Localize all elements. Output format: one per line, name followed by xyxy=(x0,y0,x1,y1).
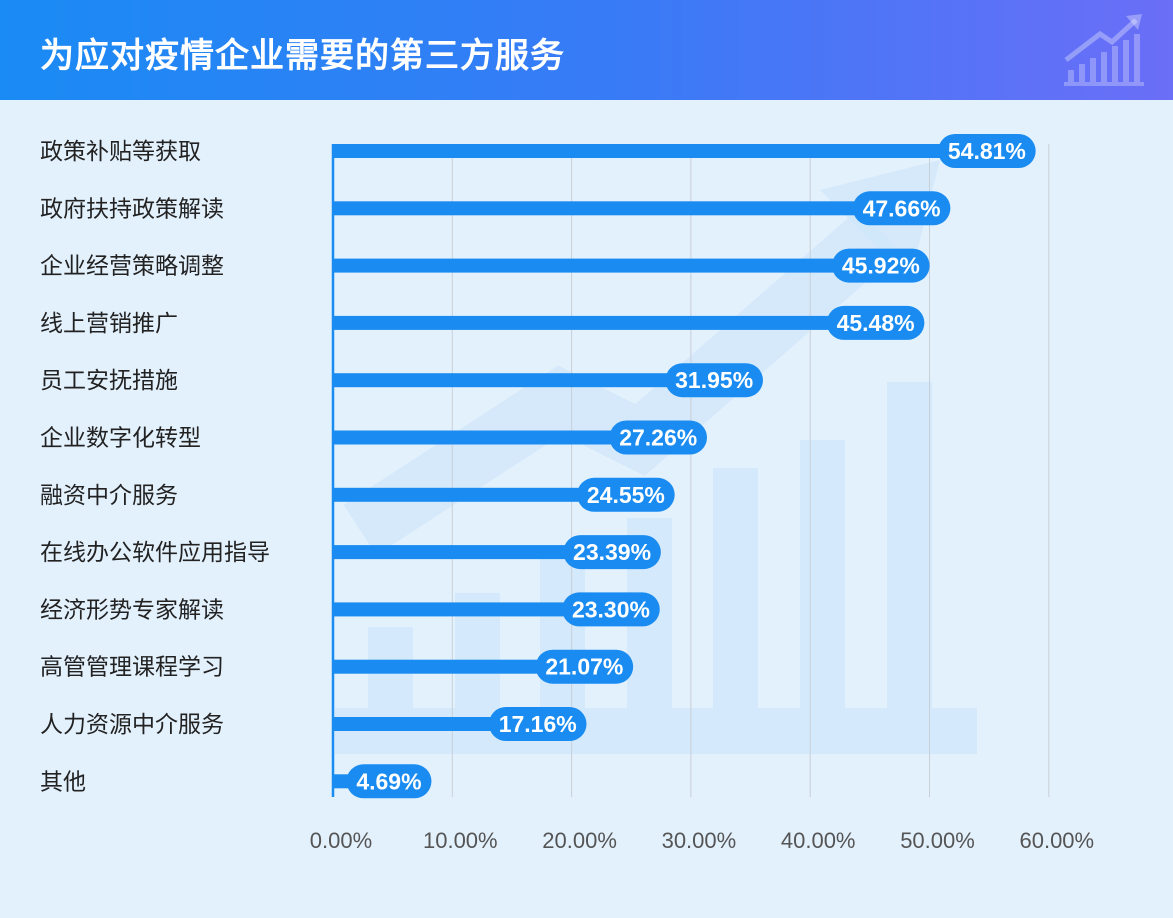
value-label: 45.92% xyxy=(842,253,920,279)
category-label: 员工安抚措施 xyxy=(40,368,178,394)
watermark-bar xyxy=(800,440,845,708)
x-tick-label: 20.00% xyxy=(542,828,617,853)
x-tick-label: 10.00% xyxy=(423,828,498,853)
value-pill xyxy=(609,420,708,455)
value-label: 17.16% xyxy=(499,711,577,737)
category-label: 企业经营策略调整 xyxy=(40,254,224,280)
category-label: 人力资源中介服务 xyxy=(40,712,224,738)
value-label: 54.81% xyxy=(948,138,1026,164)
value-pill xyxy=(563,535,661,570)
watermark-arrow xyxy=(343,207,900,556)
value-label: 21.07% xyxy=(545,654,623,680)
x-tick-label: 50.00% xyxy=(900,828,975,853)
bars: 54.81% 47.66% 45.92% 45.48% 31.95% 27.26% 24.5… xyxy=(333,134,1036,799)
x-tick-label: 40.00% xyxy=(781,828,856,853)
value-pill xyxy=(488,707,587,741)
value-label: 23.39% xyxy=(573,539,651,565)
grid-lines xyxy=(331,144,1050,797)
value-label: 31.95% xyxy=(675,367,753,393)
value-label: 24.55% xyxy=(587,482,665,508)
category-label: 高管管理课程学习 xyxy=(40,655,224,681)
category-label: 融资中介服务 xyxy=(40,483,178,509)
watermark-bar xyxy=(713,468,758,708)
x-axis-tick-labels: 0.00% 10.00% 20.00% 30.00% 40.00% 50.00% 60.00… xyxy=(310,828,1094,853)
bar xyxy=(333,201,902,216)
bar xyxy=(333,717,538,731)
value-pill xyxy=(938,134,1036,168)
value-label: 4.69% xyxy=(356,768,421,794)
bar xyxy=(333,373,715,388)
x-tick-label: 60.00% xyxy=(1019,828,1094,853)
bar xyxy=(333,659,585,674)
category-label: 线上营销推广 xyxy=(40,311,178,337)
category-label: 政府扶持政策解读 xyxy=(40,196,224,222)
category-labels: 政策补贴等获取政府扶持政策解读企业经营策略调整线上营销推广员工安抚措施企业数字化… xyxy=(40,139,270,795)
value-pill xyxy=(826,305,925,340)
value-pill xyxy=(577,477,675,512)
value-label: 47.66% xyxy=(863,195,941,221)
bar xyxy=(333,602,611,617)
x-tick-label: 30.00% xyxy=(662,828,737,853)
category-label: 企业数字化转型 xyxy=(40,426,201,452)
bar xyxy=(333,487,626,502)
value-pill xyxy=(562,592,660,627)
value-label: 23.30% xyxy=(572,596,650,622)
category-label: 在线办公软件应用指导 xyxy=(40,540,270,566)
value-pill xyxy=(852,191,951,226)
header-banner: 为应对疫情企业需要的第三方服务 xyxy=(0,0,1173,100)
category-label: 经济形势专家解读 xyxy=(40,597,224,623)
growth-chart-icon xyxy=(1064,14,1144,86)
value-pill xyxy=(665,363,763,398)
bar-chart: 54.81% 47.66% 45.92% 45.48% 31.95% 27.26% 24.5… xyxy=(40,134,1094,853)
category-label: 其他 xyxy=(40,769,86,795)
bar xyxy=(333,545,613,560)
bar xyxy=(333,430,659,445)
watermark-bar xyxy=(540,553,585,708)
value-pill xyxy=(346,764,432,799)
bar xyxy=(333,258,881,273)
bar xyxy=(333,315,876,330)
page-title: 为应对疫情企业需要的第三方服务 xyxy=(40,36,565,76)
value-pill xyxy=(535,649,634,684)
x-tick-label: 0.00% xyxy=(310,828,372,853)
watermark-bar xyxy=(887,382,932,708)
value-label: 27.26% xyxy=(619,425,697,451)
category-label: 政策补贴等获取 xyxy=(40,139,201,165)
value-pill xyxy=(832,248,930,283)
bar xyxy=(333,144,987,158)
value-label: 45.48% xyxy=(837,310,915,336)
